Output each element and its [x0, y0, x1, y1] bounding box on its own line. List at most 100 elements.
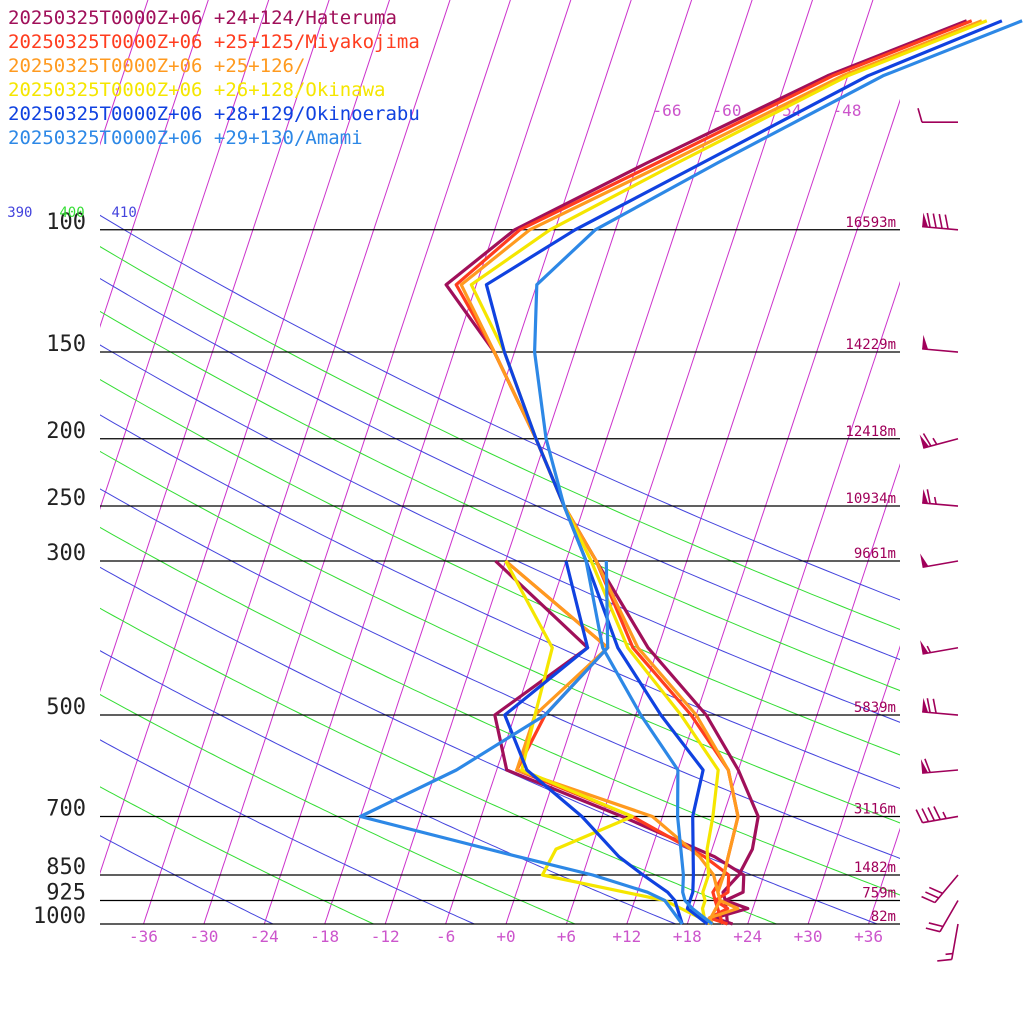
dewpoint-profile-1 [504, 559, 731, 925]
wind-barb-line [921, 895, 936, 904]
isotherm-line [868, 827, 900, 924]
temperature-tick-label: +36 [854, 927, 883, 946]
isotherm-line [747, 463, 900, 924]
isotherm-line [505, 0, 814, 924]
dry-adiabat-line [100, 277, 900, 661]
wind-barb-line [938, 213, 943, 229]
wind-barb-line [926, 212, 931, 228]
isotherm-label: -48 [833, 101, 862, 120]
height-label: 14229m [845, 337, 896, 353]
wind-barb-flag [920, 640, 929, 654]
wind-barb-line [925, 891, 940, 899]
height-label: 759m [862, 885, 896, 901]
legend-entry: 20250325T0000Z+06 +25+126/ [8, 55, 305, 77]
wind-barb-staff [922, 769, 959, 774]
dry-adiabat-line [100, 378, 900, 756]
height-label: 3116m [854, 801, 896, 817]
temperature-tick-label: -6 [436, 927, 455, 946]
wind-barb-flag [920, 759, 929, 774]
isotherm-line [324, 0, 632, 924]
dry-adiabat-line [100, 488, 900, 859]
wind-barb-line [932, 698, 937, 714]
theta-label: 390 [7, 205, 32, 221]
isotherm-line [203, 0, 511, 924]
pressure-label: 700 [46, 796, 86, 821]
height-label: 12418m [845, 424, 896, 440]
dry-adiabat-line [100, 214, 900, 601]
wind-barb-line [932, 213, 937, 229]
dry-adiabat-lines [100, 214, 900, 924]
isotherm-label: -66 [653, 101, 682, 120]
wind-barb-line [917, 108, 923, 123]
wind-barb-staff [922, 560, 959, 569]
wind-barb-half [945, 952, 953, 956]
wind-barb-flag [922, 488, 929, 504]
wind-barb-line [922, 433, 932, 447]
temperature-tick-label: -12 [371, 927, 400, 946]
pressure-label: 850 [46, 855, 86, 880]
temperature-profile-3 [469, 19, 988, 926]
isotherm-line [100, 0, 391, 875]
wind-barb-line [937, 958, 952, 962]
pressure-label: 500 [46, 695, 86, 720]
legend-entry: 20250325T0000Z+06 +28+129/Okinoerabu [8, 103, 420, 125]
wind-barb [919, 433, 959, 449]
height-label: 16593m [845, 215, 896, 231]
wind-barb-line [927, 807, 936, 821]
pressure-label: 250 [46, 486, 86, 511]
isotherm-line [100, 0, 270, 511]
isotherm-line [263, 0, 572, 924]
wind-barb [921, 874, 959, 904]
isotherm-line [565, 0, 874, 924]
isotherm-line [807, 645, 900, 924]
wind-barb-staff [922, 348, 959, 353]
wind-barb-flag [922, 212, 929, 228]
dewpoint-profile-2 [504, 559, 722, 925]
pressure-label: 200 [46, 419, 86, 444]
legend-entry: 20250325T0000Z+06 +25+125/Miyakojima [8, 31, 420, 53]
pressure-label: 925 [46, 880, 86, 905]
wind-barb [922, 334, 959, 353]
dry-adiabat-line [100, 450, 900, 824]
wind-barb-line [944, 214, 949, 230]
wind-barb-staff [922, 225, 959, 231]
sounding-profiles [358, 19, 1023, 926]
wind-barb [920, 758, 959, 774]
isobar-lines [100, 229, 900, 925]
temperature-tick-label: +18 [673, 927, 702, 946]
wind-barb [920, 640, 959, 655]
dry-adiabat-line [100, 566, 878, 924]
wind-barb-half [942, 811, 947, 819]
temperature-tick-label: -24 [250, 927, 279, 946]
temperature-tick-label: +12 [612, 927, 641, 946]
wind-barb-flag [919, 434, 930, 449]
isotherm-line [686, 281, 900, 924]
pressure-label: 1000 [33, 904, 86, 929]
temperature-tick-label: -18 [310, 927, 339, 946]
temperature-tick-label: +6 [557, 927, 576, 946]
dry-adiabat-line [100, 835, 274, 924]
height-label: 82m [871, 909, 896, 925]
wind-barb-flag [922, 334, 929, 350]
legend-entry: 20250325T0000Z+06 +29+130/Amami [8, 127, 363, 149]
isotherm-line [989, 0, 1024, 924]
temperature-profile-5 [532, 19, 1023, 926]
isotherm-line [143, 0, 451, 924]
temperature-tick-label: +30 [794, 927, 823, 946]
wind-barb [922, 697, 959, 716]
wind-barb-staff [922, 646, 959, 655]
wind-barb-line [915, 809, 924, 824]
wind-barb-staff [923, 437, 959, 449]
temperature-tick-label: +24 [733, 927, 762, 946]
temperature-tick-label: -30 [189, 927, 218, 946]
wind-barb-staff [922, 502, 959, 507]
wind-barb-line [928, 886, 943, 895]
dry-adiabat-line [100, 344, 900, 723]
wind-barb-half [933, 496, 937, 505]
pressure-label: 150 [46, 332, 86, 357]
wind-barb-line [921, 808, 930, 823]
wind-barb [922, 488, 959, 507]
isotherm-line [626, 98, 900, 924]
